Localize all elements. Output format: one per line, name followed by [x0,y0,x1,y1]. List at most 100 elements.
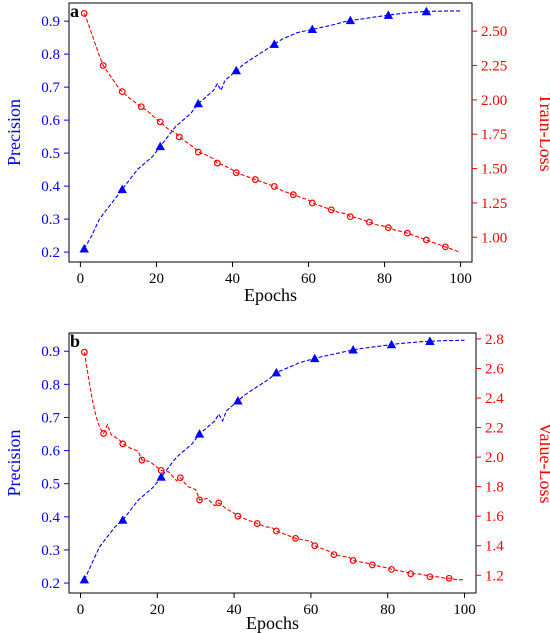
y-left-tick-label: 0.9 [41,14,60,30]
data-point-circle [407,570,415,578]
panel-label: b [70,331,80,351]
y-left-tick-label: 0.8 [41,377,60,393]
y-right-tick-label: 1.00 [481,230,507,246]
y-left-tick-label: 0.2 [41,245,60,261]
data-point-circle [251,176,259,183]
data-point-triangle [118,515,128,524]
data-point-circle [292,534,299,542]
data-point-circle [422,236,430,244]
y-right-tick-label: 1.4 [485,539,504,555]
data-point-triangle [233,396,243,405]
y-left-axis-label: Precision [4,430,24,497]
x-tick-label: 100 [453,602,476,618]
y-left-axis-label: Precision [4,99,24,166]
x-tick-label: 60 [303,602,318,618]
y-right-tick-label: 1.50 [481,162,507,178]
data-point-triangle [155,141,165,151]
y-right-axis-label: Value-Loss [536,423,550,504]
data-point-triangle [271,367,282,377]
y-right-tick-label: 2.4 [485,391,504,407]
y-left-tick-label: 0.3 [41,212,60,228]
data-point-circle [270,183,278,190]
x-tick-label: 60 [301,271,316,287]
data-point-circle [272,527,280,535]
y-right-tick-label: 1.75 [481,127,507,143]
x-tick-label: 0 [77,271,85,287]
data-point-circle [156,118,164,126]
data-point-triangle [307,24,318,34]
data-point-circle [234,512,242,520]
y-left-tick-label: 0.4 [41,510,60,526]
data-point-circle [368,561,376,569]
data-point-circle [80,9,88,17]
data-point-circle [365,218,373,226]
data-point-circle [196,496,203,504]
data-point-circle [330,551,338,558]
data-point-circle [403,229,411,237]
panel-label: a [70,1,79,21]
y-right-tick-label: 2.50 [481,24,507,40]
y-right-tick-label: 1.6 [485,509,504,525]
x-tick-label: 20 [149,271,164,287]
data-point-triangle [193,98,203,108]
x-tick-label: 0 [77,602,85,618]
data-point-triangle [79,243,89,253]
y-right-tick-label: 1.2 [485,568,504,584]
y-left-tick-label: 0.5 [41,477,60,493]
data-point-circle [119,440,127,448]
y-left-tick-label: 0.4 [41,179,60,195]
x-tick-label: 100 [449,271,472,287]
x-tick-label: 80 [380,602,395,618]
data-point-triangle [425,336,435,345]
y-left-tick-label: 0.9 [41,344,60,360]
x-tick-label: 40 [225,271,240,287]
y-left-tick-label: 0.3 [41,543,60,559]
data-point-triangle [231,65,241,75]
data-point-circle [232,169,240,177]
y-left-tick-label: 0.7 [41,410,60,426]
y-left-tick-label: 0.6 [41,444,60,460]
data-point-circle [215,499,223,507]
y-right-axis-label: Train-Loss [536,93,550,171]
y-left-tick-label: 0.8 [41,47,60,63]
data-point-circle [194,148,202,156]
x-tick-label: 80 [377,271,392,287]
data-point-circle [388,565,395,573]
data-point-circle [157,466,165,474]
data-point-circle [289,191,297,199]
x-axis-label: Epochs [246,613,299,633]
y-left-tick-label: 0.7 [41,80,60,96]
plot-frame [68,332,477,594]
data-point-triangle [79,574,90,584]
plot-frame [68,2,473,263]
x-tick-label: 40 [227,602,242,618]
y-right-tick-label: 2.2 [485,421,504,437]
data-point-circle [308,199,316,207]
data-point-circle [138,456,146,464]
data-point-circle [99,62,107,69]
series-line-left [83,339,465,581]
data-point-triangle [117,184,127,194]
data-point-circle [253,520,261,527]
y-left-tick-label: 0.2 [41,576,60,592]
data-point-triangle [194,429,205,438]
data-point-circle [311,542,319,550]
y-right-tick-label: 2.25 [481,59,507,75]
y-right-tick-label: 2.6 [485,361,504,377]
y-left-tick-label: 0.6 [41,113,60,129]
series-line-right [83,352,465,581]
data-point-triangle [386,339,397,349]
y-right-tick-label: 2.8 [485,332,504,348]
data-point-circle [137,103,145,111]
data-point-circle [118,88,126,96]
y-right-tick-label: 2.00 [481,93,507,109]
data-point-triangle [348,345,358,354]
series-line-right [83,13,461,253]
data-point-circle [384,224,392,232]
data-point-circle [176,474,184,482]
data-point-circle [175,133,183,141]
data-point-circle [426,573,434,581]
data-point-circle [346,213,354,221]
data-point-triangle [269,39,280,48]
data-point-circle [327,206,335,214]
